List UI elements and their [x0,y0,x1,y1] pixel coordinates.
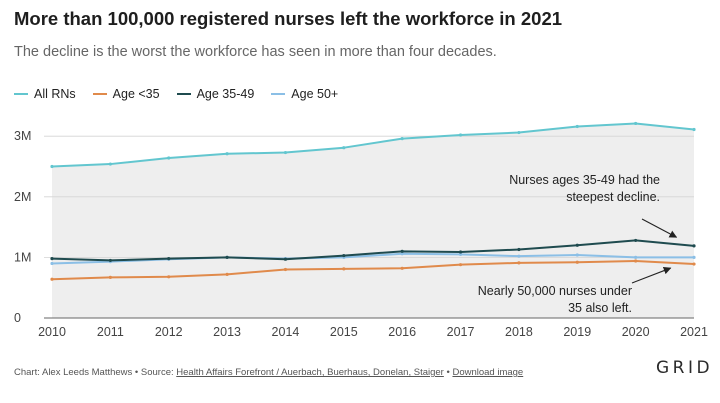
data-point-age-35-49 [108,258,112,263]
legend-item-age-50-plus: Age 50+ [271,87,338,101]
data-point-age-under-35 [108,275,112,279]
legend-item-all-rns: All RNs [14,87,76,101]
annotation-ann-under-35: Nearly 50,000 nurses under 35 also left. [478,266,672,315]
series-line-age-under-35 [51,260,695,281]
data-point-all-rns [634,121,638,126]
data-point-age-under-35 [225,272,229,276]
x-tick-label: 2011 [97,325,124,339]
data-point-all-rns [458,133,463,137]
x-tick-label: 2019 [563,325,591,339]
download-image-link[interactable]: Download image [452,367,524,378]
legend-label-age-35-49: Age 35-49 [196,87,255,101]
data-point-all-rns [225,152,229,156]
x-tick-label: 2021 [680,325,708,339]
data-point-age-50-plus [50,261,54,266]
footer-separator: • [443,367,453,378]
x-tick-label: 2018 [505,325,533,339]
series-age-under-35 [50,259,696,281]
data-point-all-rns [400,137,404,141]
chart-title: More than 100,000 registered nurses left… [14,8,563,29]
data-point-age-under-35 [458,263,463,267]
legend-label-all-rns: All RNs [34,87,76,101]
x-tick-label: 2010 [38,325,66,339]
data-point-age-under-35 [692,262,696,266]
y-tick-label: 3M [14,129,31,143]
chart-credit: Chart: Alex Leeds Matthews • Source: [14,367,177,378]
y-tick-label: 2M [14,190,31,204]
x-tick-label: 2020 [622,325,650,339]
data-point-age-under-35 [400,266,404,270]
data-point-age-35-49 [634,238,638,243]
data-point-age-under-35 [634,259,638,263]
legend-swatch-age-under-35 [92,93,107,95]
data-point-age-35-49 [692,244,696,248]
data-point-age-50-plus [692,255,696,259]
data-point-age-50-plus [517,254,521,258]
annotation-arrow [631,266,672,284]
data-point-age-35-49 [517,247,521,252]
data-point-age-under-35 [517,261,521,265]
data-point-all-rns [342,146,346,150]
legend-label-age-under-35: Age <35 [112,87,160,101]
legend-swatch-age-35-49 [176,93,191,95]
legend-swatch-age-50-plus [271,93,286,95]
data-point-age-35-49 [400,249,404,253]
y-tick-label: 0 [14,311,21,325]
data-point-age-35-49 [167,257,171,261]
data-point-age-35-49 [342,253,346,258]
data-point-age-under-35 [167,275,171,279]
chart-legend: All RNs Age <35 Age 35-49 Age 50+ [14,87,355,101]
data-point-age-under-35 [575,260,579,264]
data-point-age-35-49 [225,255,229,259]
series-age-35-49 [50,238,696,263]
annotation-text: 35 also left. [568,301,632,315]
legend-item-age-35-49: Age 35-49 [176,87,255,101]
annotation-text: Nurses ages 35-49 had the [509,173,660,187]
data-point-age-35-49 [575,243,579,247]
y-tick-label: 1M [14,250,31,264]
x-tick-label: 2013 [213,325,241,339]
data-point-age-35-49 [458,250,463,254]
legend-swatch-all-rns [14,93,28,95]
data-point-all-rns [692,127,696,132]
annotation-ann-35-49: Nurses ages 35-49 had the steepest declin… [509,173,678,238]
data-point-age-35-49 [50,257,54,261]
data-point-age-35-49 [283,257,288,261]
data-point-all-rns [108,162,112,166]
chart-footer: Chart: Alex Leeds Matthews • Source: Hea… [14,367,523,378]
series-line-all-rns [51,122,695,168]
data-point-age-under-35 [283,267,288,272]
grid-logo: GRID [656,358,714,378]
data-point-age-under-35 [50,277,54,281]
data-point-age-under-35 [342,267,346,271]
data-point-age-50-plus [400,252,404,256]
annotation-text: Nearly 50,000 nurses under [478,284,632,298]
source-link[interactable]: Health Affairs Forefront / Auerbach, Bue… [176,367,444,378]
all-rns-area [52,123,694,318]
x-tick-label: 2012 [155,325,183,339]
series-all-rns [50,121,696,169]
legend-label-age-50-plus: Age 50+ [291,87,339,101]
data-point-age-50-plus [575,253,579,257]
x-tick-label: 2016 [388,325,416,339]
chart-subtitle: The decline is the worst the workforce h… [14,44,497,60]
series-line-age-35-49 [51,239,695,262]
annotation-arrow [641,218,678,238]
x-tick-label: 2014 [272,325,300,339]
data-point-all-rns [167,156,171,160]
line-chart: 0 1M 2M 3M 2010 2011 2012 2013 2014 2015 2016 2017 2… [14,121,708,339]
data-point-all-rns [575,124,579,129]
x-tick-label: 2015 [330,325,358,339]
data-point-age-50-plus [634,255,638,259]
x-tick-label: 2017 [447,325,475,339]
annotation-text: steepest decline. [566,190,660,204]
data-point-all-rns [283,150,288,155]
data-point-all-rns [517,130,521,135]
data-point-age-50-plus [458,252,463,256]
legend-item-age-under-35: Age <35 [92,87,160,101]
data-point-all-rns [50,164,54,169]
